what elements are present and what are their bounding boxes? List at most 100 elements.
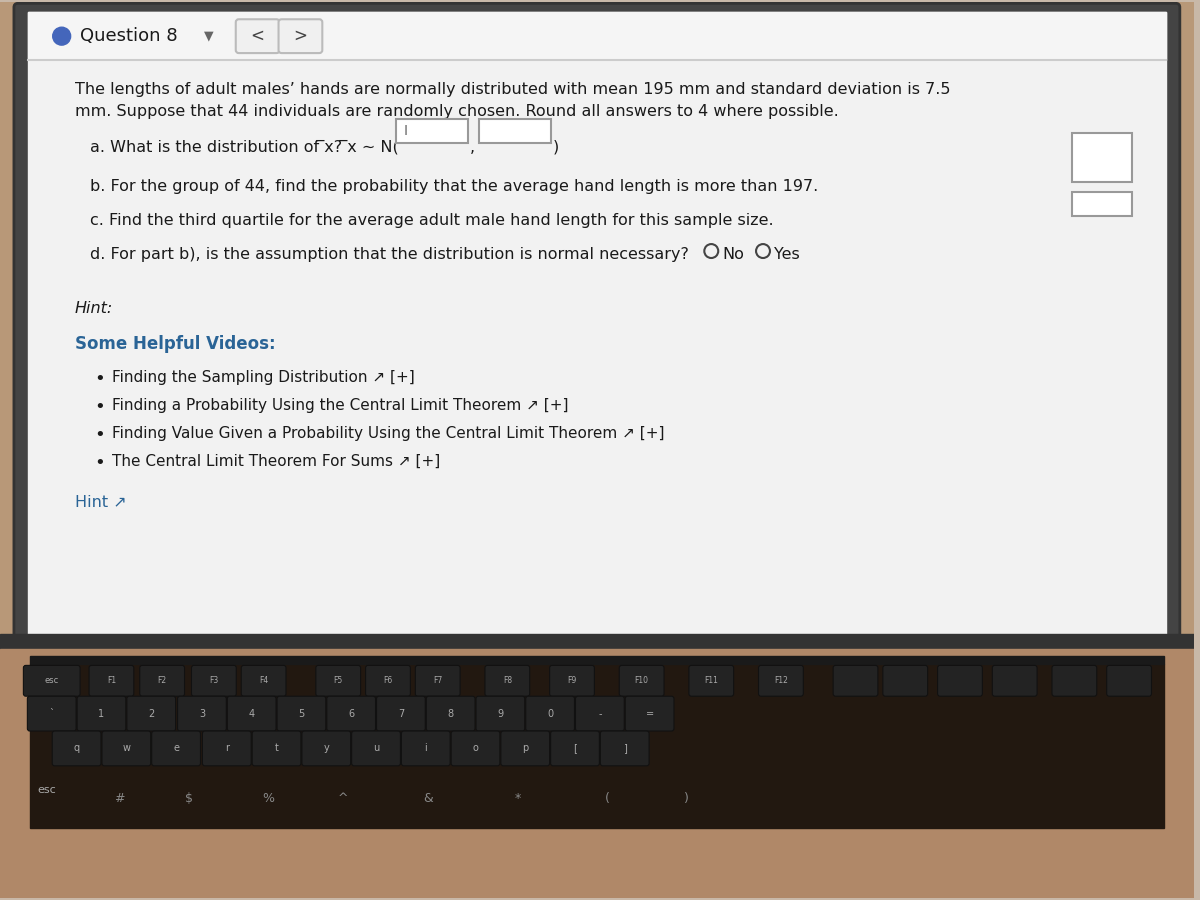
- Text: -: -: [598, 708, 601, 718]
- FancyBboxPatch shape: [352, 731, 401, 766]
- FancyBboxPatch shape: [625, 697, 674, 731]
- Text: F6: F6: [383, 676, 392, 685]
- Text: [: [: [574, 743, 577, 753]
- Text: Hint ↗: Hint ↗: [74, 495, 126, 509]
- FancyBboxPatch shape: [252, 731, 301, 766]
- Circle shape: [53, 27, 71, 45]
- FancyBboxPatch shape: [377, 697, 425, 731]
- FancyBboxPatch shape: [689, 665, 733, 697]
- FancyBboxPatch shape: [526, 697, 575, 731]
- FancyBboxPatch shape: [192, 665, 236, 697]
- Text: 4: 4: [248, 708, 254, 718]
- Text: F11: F11: [704, 676, 719, 685]
- Text: 3: 3: [199, 708, 205, 718]
- Text: 8: 8: [448, 708, 454, 718]
- Text: Yes: Yes: [774, 248, 799, 262]
- FancyBboxPatch shape: [89, 665, 133, 697]
- Text: Finding Value Given a Probability Using the Central Limit Theorem ↗ [+]: Finding Value Given a Probability Using …: [113, 426, 665, 441]
- Text: a. What is the distribution of ̅x? ̅x ∼ N(: a. What is the distribution of ̅x? ̅x ∼ …: [90, 140, 398, 155]
- Text: i: i: [425, 743, 427, 753]
- FancyBboxPatch shape: [139, 665, 185, 697]
- Bar: [30, 664, 1164, 828]
- Text: &: &: [422, 792, 433, 805]
- FancyBboxPatch shape: [1073, 193, 1132, 216]
- Text: F7: F7: [433, 676, 443, 685]
- FancyBboxPatch shape: [1106, 665, 1152, 697]
- FancyBboxPatch shape: [102, 731, 151, 766]
- Text: <: <: [251, 27, 265, 45]
- Text: p: p: [522, 743, 528, 753]
- Text: >: >: [294, 27, 307, 45]
- FancyBboxPatch shape: [551, 731, 599, 766]
- Text: F9: F9: [568, 676, 577, 685]
- FancyBboxPatch shape: [366, 665, 410, 697]
- Text: 2: 2: [148, 708, 155, 718]
- Text: 9: 9: [497, 708, 504, 718]
- FancyBboxPatch shape: [178, 697, 227, 731]
- Text: $: $: [185, 792, 193, 805]
- FancyBboxPatch shape: [401, 731, 450, 766]
- Text: t: t: [275, 743, 278, 753]
- Text: No: No: [722, 248, 744, 262]
- Text: r: r: [224, 743, 229, 753]
- Text: 1: 1: [98, 708, 104, 718]
- Text: Question 8: Question 8: [79, 27, 178, 45]
- FancyBboxPatch shape: [203, 731, 251, 766]
- FancyBboxPatch shape: [883, 665, 928, 697]
- Bar: [0, 634, 1194, 654]
- FancyBboxPatch shape: [77, 697, 126, 731]
- Text: #: #: [114, 792, 125, 805]
- Text: The Central Limit Theorem For Sums ↗ [+]: The Central Limit Theorem For Sums ↗ [+]: [113, 454, 440, 469]
- FancyBboxPatch shape: [396, 119, 468, 142]
- FancyBboxPatch shape: [576, 697, 624, 731]
- Text: o: o: [473, 743, 479, 753]
- FancyBboxPatch shape: [127, 697, 175, 731]
- Text: b. For the group of 44, find the probability that the average hand length is mor: b. For the group of 44, find the probabi…: [90, 179, 817, 194]
- Text: F4: F4: [259, 676, 269, 685]
- Text: F1: F1: [107, 676, 116, 685]
- Text: esc: esc: [44, 676, 59, 685]
- FancyBboxPatch shape: [758, 665, 803, 697]
- FancyBboxPatch shape: [1052, 665, 1097, 697]
- Text: =: =: [646, 708, 654, 718]
- Text: u: u: [373, 743, 379, 753]
- FancyBboxPatch shape: [426, 697, 475, 731]
- Text: Hint:: Hint:: [74, 301, 113, 316]
- FancyBboxPatch shape: [227, 697, 276, 731]
- Text: y: y: [324, 743, 329, 753]
- FancyBboxPatch shape: [500, 731, 550, 766]
- FancyBboxPatch shape: [278, 19, 323, 53]
- FancyBboxPatch shape: [937, 665, 983, 697]
- FancyBboxPatch shape: [53, 731, 101, 766]
- Bar: [0, 649, 1194, 897]
- FancyBboxPatch shape: [619, 665, 664, 697]
- Text: ): ): [553, 140, 559, 155]
- Text: 6: 6: [348, 708, 354, 718]
- Text: •: •: [95, 426, 106, 444]
- Text: *: *: [514, 792, 521, 805]
- Text: mm. Suppose that 44 individuals are randomly chosen. Round all answers to 4 wher: mm. Suppose that 44 individuals are rand…: [74, 104, 839, 119]
- FancyBboxPatch shape: [23, 665, 80, 697]
- FancyBboxPatch shape: [151, 731, 200, 766]
- FancyBboxPatch shape: [451, 731, 500, 766]
- Text: •: •: [95, 454, 106, 472]
- Text: esc: esc: [37, 785, 56, 796]
- Text: F12: F12: [774, 676, 788, 685]
- Text: F8: F8: [503, 676, 512, 685]
- Text: (: (: [605, 792, 610, 805]
- Text: ]: ]: [623, 743, 626, 753]
- Text: F10: F10: [635, 676, 649, 685]
- Bar: [28, 13, 1166, 637]
- Text: •: •: [95, 371, 106, 389]
- FancyBboxPatch shape: [28, 697, 76, 731]
- Text: F2: F2: [157, 676, 167, 685]
- Text: 5: 5: [299, 708, 305, 718]
- Text: d. For part b), is the assumption that the distribution is normal necessary?: d. For part b), is the assumption that t…: [90, 248, 689, 262]
- FancyBboxPatch shape: [302, 731, 350, 766]
- FancyBboxPatch shape: [1073, 132, 1132, 183]
- Text: e: e: [173, 743, 179, 753]
- Bar: [30, 656, 1164, 664]
- Text: q: q: [73, 743, 79, 753]
- Text: 0: 0: [547, 708, 553, 718]
- Text: F3: F3: [209, 676, 218, 685]
